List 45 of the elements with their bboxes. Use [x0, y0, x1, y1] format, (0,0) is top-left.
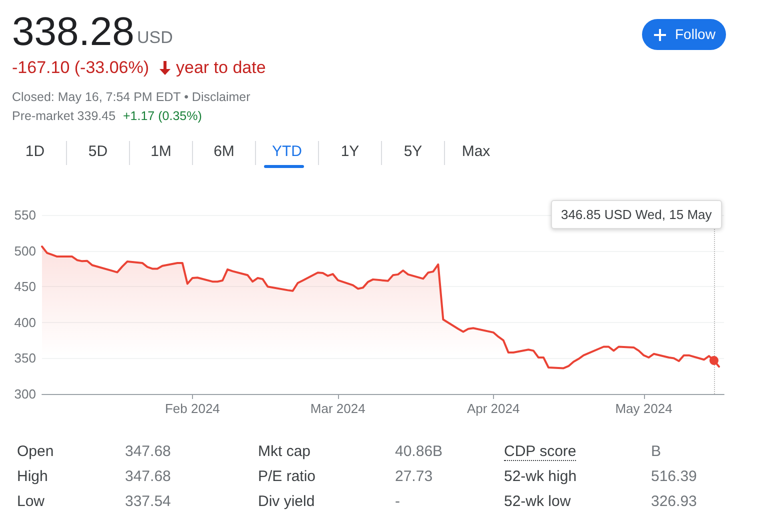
text: Open	[17, 443, 54, 460]
text: B	[651, 443, 662, 460]
text: -167.10 (-33.06%)	[12, 58, 150, 78]
text: 5Y	[402, 143, 424, 160]
y-tick-label: 550	[14, 208, 36, 222]
text: YTD	[271, 143, 303, 160]
text: Closed: May 16, 7:54 PM EDT • Disclaimer	[12, 90, 250, 104]
text: 5D	[87, 143, 109, 160]
y-tick-label: 350	[14, 350, 36, 366]
text: CDP score	[504, 443, 576, 461]
y-tick-label: 400	[14, 314, 36, 330]
text: Mkt cap	[258, 443, 311, 460]
annotation: 346.85 USD Wed, 15 May	[550, 200, 722, 229]
x-tick-label: Feb 2024	[164, 401, 220, 416]
x-tick-label: May 2024	[615, 401, 672, 416]
chart-title: 338.28	[12, 10, 134, 55]
text: Max	[460, 143, 492, 160]
text: 40.86B	[395, 443, 443, 460]
text: Div yield	[258, 493, 315, 510]
y-tick-label: 500	[14, 243, 36, 258]
y-tick-label: 300	[14, 386, 36, 402]
text: USD	[137, 28, 173, 48]
text: High	[17, 468, 48, 485]
text: 516.39	[651, 468, 697, 485]
text: +1.17 (0.35%)	[123, 109, 202, 123]
text: 347.68	[125, 468, 171, 485]
text: 1M	[150, 143, 172, 160]
x-tick-label: Mar 2024	[310, 401, 366, 416]
x-tick-label: Apr 2024	[466, 401, 520, 416]
text: 27.73	[395, 468, 433, 485]
text: 347.68	[125, 443, 171, 460]
text: 1D	[24, 143, 46, 160]
text: 52-wk low	[504, 493, 571, 510]
text: 337.54	[125, 493, 171, 510]
text: 1Y	[340, 143, 360, 160]
text: year to date	[176, 58, 266, 78]
text: P/E ratio	[258, 468, 316, 485]
text: 326.93	[651, 493, 697, 510]
text: Low	[17, 493, 45, 510]
y-tick-label: 450	[14, 279, 36, 294]
text: Pre-market 339.45	[12, 109, 116, 123]
text: -	[395, 493, 400, 510]
text: Follow	[675, 25, 716, 44]
text: 6M	[212, 143, 236, 160]
text: 52-wk high	[504, 468, 577, 485]
